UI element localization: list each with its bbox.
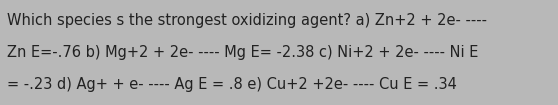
Text: Which species s the strongest oxidizing agent? a) Zn+2 + 2e- ----: Which species s the strongest oxidizing … [7, 14, 487, 28]
Text: = -.23 d) Ag+ + e- ---- Ag E = .8 e) Cu+2 +2e- ---- Cu E = .34: = -.23 d) Ag+ + e- ---- Ag E = .8 e) Cu+… [7, 77, 456, 91]
Text: Zn E=-.76 b) Mg+2 + 2e- ---- Mg E= -2.38 c) Ni+2 + 2e- ---- Ni E: Zn E=-.76 b) Mg+2 + 2e- ---- Mg E= -2.38… [7, 45, 478, 60]
